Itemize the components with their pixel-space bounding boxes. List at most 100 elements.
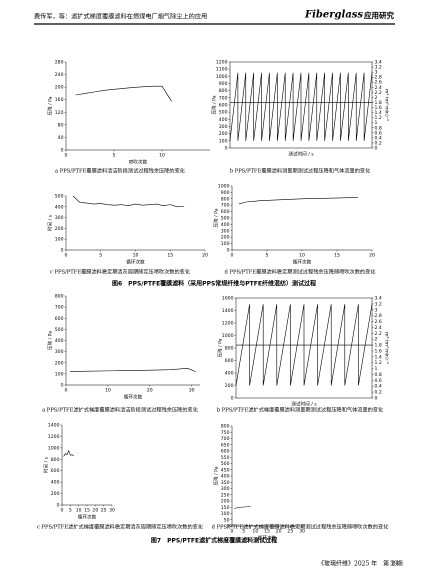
y-tick-label: 0 bbox=[61, 248, 64, 254]
x-axis-label: 循环次数 bbox=[78, 514, 97, 521]
y-tick-label: 200 bbox=[221, 499, 230, 505]
x-tick-label: 0 bbox=[61, 508, 64, 514]
panel-caption: b PPS/PTFE覆膜滤料测量期测试过程压降和气体流量的变化 bbox=[230, 167, 371, 175]
data-line bbox=[63, 449, 74, 457]
y2-tick-label: 1.8 bbox=[375, 343, 382, 349]
y-tick-label: 650 bbox=[221, 442, 230, 448]
y-tick-label: 100 bbox=[55, 237, 64, 243]
y-tick-label: 0 bbox=[227, 248, 230, 254]
y-tick-label: 250 bbox=[221, 492, 230, 498]
x-tick-label: 30 bbox=[109, 508, 115, 514]
x-tick-label: 15 bbox=[334, 253, 340, 259]
y-tick-label: 0 bbox=[61, 383, 64, 389]
y-tick-label: 1000 bbox=[48, 445, 60, 451]
y2-tick-label: 1.6 bbox=[375, 105, 382, 111]
y-tick-label: 700 bbox=[219, 95, 228, 101]
page-number: 39 bbox=[390, 561, 398, 568]
y-tick-label: 300 bbox=[221, 486, 230, 492]
y-tick-label: 100 bbox=[219, 138, 228, 144]
y2-tick-label: 2 bbox=[375, 95, 378, 101]
x-tick-label: 10 bbox=[105, 388, 111, 394]
x-tick-label: 25 bbox=[101, 508, 107, 514]
y-tick-label: 1400 bbox=[222, 308, 234, 314]
x-tick-label: 5 bbox=[266, 253, 269, 259]
y-tick-label: 600 bbox=[225, 358, 234, 364]
y-tick-label: 160 bbox=[55, 97, 64, 103]
journal-logo: Fiberglass bbox=[304, 10, 363, 21]
y-tick-label: 400 bbox=[225, 371, 234, 377]
y2-tick-label: 2.4 bbox=[375, 325, 382, 331]
y2-tick-label: 2 bbox=[375, 337, 378, 343]
y2-tick-label: 2.4 bbox=[375, 85, 382, 91]
y-tick-label: 400 bbox=[55, 204, 64, 210]
y-tick-label: 200 bbox=[219, 131, 228, 137]
y2-tick-label: 2.2 bbox=[375, 331, 382, 337]
y-tick-label: 50 bbox=[224, 517, 230, 523]
y-tick-label: 1000 bbox=[216, 74, 228, 80]
y2-tick-label: 1 bbox=[375, 120, 378, 126]
y-tick-label: 400 bbox=[219, 117, 228, 123]
y-tick-label: 0 bbox=[227, 524, 230, 530]
x-axis-label: 循环次数 bbox=[293, 259, 312, 266]
x-tick-label: 20 bbox=[202, 253, 208, 259]
y-tick-label: 300 bbox=[55, 349, 64, 355]
x-tick-label: 10 bbox=[159, 153, 165, 159]
y2-axis-label: m³·(m²·min)⁻¹ bbox=[384, 89, 390, 121]
y2-tick-label: 1.2 bbox=[375, 115, 382, 121]
y2-axis-label: m³·(m²·min)⁻¹ bbox=[384, 332, 390, 364]
y-tick-label: 100 bbox=[221, 241, 230, 247]
x-tick-label: 20 bbox=[92, 508, 98, 514]
y-tick-label: 500 bbox=[55, 194, 64, 200]
y-tick-label: 500 bbox=[221, 461, 230, 467]
y-tick-label: 700 bbox=[221, 203, 230, 209]
y2-tick-label: 1.4 bbox=[375, 354, 382, 360]
x-tick-label: 5 bbox=[113, 153, 116, 159]
y2-tick-label: 3.2 bbox=[375, 65, 382, 71]
y-tick-label: 600 bbox=[221, 209, 230, 215]
x-axis-label: 循环次数 bbox=[258, 535, 277, 542]
y-tick-label: 500 bbox=[219, 110, 228, 116]
panel-caption: c PPS/PTFE滤扩式梯度覆膜滤料稳定期清灰周期随定压喷吹次数的变化 bbox=[37, 523, 203, 531]
x-tick-label: 15 bbox=[264, 529, 270, 535]
x-tick-label: 30 bbox=[189, 388, 195, 394]
data-line bbox=[238, 197, 359, 205]
y2-tick-label: 0 bbox=[375, 396, 378, 402]
x-tick-label: 15 bbox=[84, 508, 90, 514]
y-tick-label: 550 bbox=[221, 455, 230, 461]
y-tick-label: 800 bbox=[221, 424, 230, 430]
section-name: 应用研究 bbox=[364, 10, 394, 20]
y-tick-label: 200 bbox=[55, 226, 64, 232]
x-tick-label: 5 bbox=[99, 253, 102, 259]
y2-tick-label: 0.2 bbox=[375, 140, 382, 146]
footer-journal: 《玻璃纤维》2025 年 第 2 期 bbox=[318, 560, 403, 568]
x-tick-label: 0 bbox=[231, 529, 234, 535]
y2-tick-label: 0.8 bbox=[375, 372, 382, 378]
y-axis-label: 压降 / Pa bbox=[211, 95, 218, 114]
y-tick-label: 1600 bbox=[222, 296, 234, 302]
y-tick-label: 800 bbox=[51, 457, 60, 463]
x-tick-label: 5 bbox=[242, 529, 245, 535]
panel-caption: c PPS/PTFE覆膜滤料稳定期清灰周期随定压喷吹次数的变化 bbox=[50, 268, 190, 276]
panel-caption: d PPS/PTFE覆膜滤料稳定期测试过程残余压降随喷吹次数的变化 bbox=[225, 268, 376, 276]
y2-tick-label: 3 bbox=[375, 70, 378, 76]
y2-tick-label: 2.6 bbox=[375, 80, 382, 86]
y2-tick-label: 3.4 bbox=[375, 296, 382, 302]
y-tick-label: 80 bbox=[58, 122, 64, 128]
panel-caption: a PPS/PTFE覆膜滤料清洁阶段测试过程残余压降的变化 bbox=[55, 167, 185, 175]
y2-tick-label: 0.2 bbox=[375, 390, 382, 396]
y-tick-label: 600 bbox=[219, 103, 228, 109]
y2-tick-label: 0.6 bbox=[375, 378, 382, 384]
y-tick-label: 150 bbox=[221, 505, 230, 511]
y-tick-label: 120 bbox=[55, 110, 64, 116]
y-tick-label: 700 bbox=[55, 305, 64, 311]
y-tick-label: 0 bbox=[231, 396, 234, 402]
x-tick-label: 20 bbox=[147, 388, 153, 394]
x-axis-label: 循环次数 bbox=[126, 259, 145, 266]
y-tick-label: 750 bbox=[221, 430, 230, 436]
y-tick-label: 400 bbox=[221, 474, 230, 480]
x-axis-label: 循环次数 bbox=[124, 394, 143, 401]
y-tick-label: 350 bbox=[221, 480, 230, 486]
x-tick-label: 30 bbox=[299, 529, 305, 535]
